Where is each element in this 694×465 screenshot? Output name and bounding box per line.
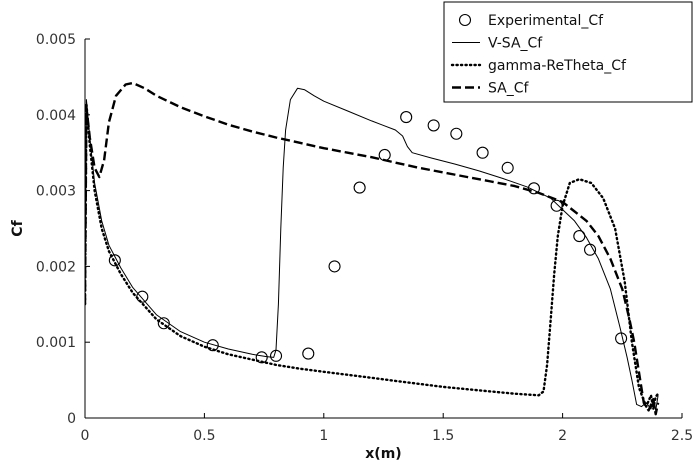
series-experimental-cf (108, 111, 628, 364)
series-line-sa-cf (85, 81, 660, 416)
x-tick-label: 0 (81, 428, 90, 444)
data-point (615, 332, 628, 345)
legend-label-experimental-cf: Experimental_Cf (488, 13, 604, 29)
legend-label-v-sa-cf: V-SA_Cf (488, 36, 543, 52)
data-point (353, 181, 366, 194)
data-point (501, 161, 514, 174)
y-tick-label: 0 (67, 411, 76, 427)
y-tick-label: 0.001 (36, 335, 76, 351)
data-point (476, 146, 489, 159)
series-layer (85, 81, 660, 416)
data-point (302, 347, 315, 360)
y-tick-label: 0.004 (36, 108, 76, 124)
x-tick-label: 2.5 (671, 428, 693, 444)
data-point (427, 119, 440, 132)
data-point (450, 127, 463, 140)
x-tick-label: 0.5 (193, 428, 215, 444)
x-tick-label: 1.5 (432, 428, 454, 444)
data-point (269, 349, 283, 362)
data-point (108, 254, 121, 267)
data-point (136, 290, 149, 303)
legend-swatch-experimental-cf (458, 13, 472, 27)
x-tick-label: 2 (558, 428, 567, 444)
legend-box (443, 1, 693, 103)
series-line-gamma-retheta-cf (85, 102, 660, 411)
y-tick-label: 0.003 (36, 184, 76, 200)
y-tick-label: 0.005 (36, 32, 76, 48)
legend-label-gamma-retheta-cf: gamma-ReTheta_Cf (488, 58, 627, 74)
data-point (400, 111, 413, 124)
legend: Experimental_Cf V-SA_Cf gamma-ReTheta_Cf SA… (443, 1, 693, 103)
axes-layer: 0 0.5 1 1.5 2 2.5 0 0.001 0.002 0.003 0.004 0.005 (36, 32, 693, 444)
data-point (378, 148, 391, 162)
x-tick-label: 1 (319, 428, 328, 444)
y-tick-label: 0.002 (36, 259, 76, 275)
data-point (527, 182, 540, 195)
data-point (328, 260, 341, 273)
legend-label-sa-cf: SA_Cf (488, 81, 529, 97)
series-line-v-sa-cf (85, 87, 659, 411)
data-point (584, 243, 597, 256)
x-axis-title: x(m) (365, 446, 401, 462)
data-point (206, 339, 219, 352)
y-axis-title: Cf (10, 219, 26, 236)
